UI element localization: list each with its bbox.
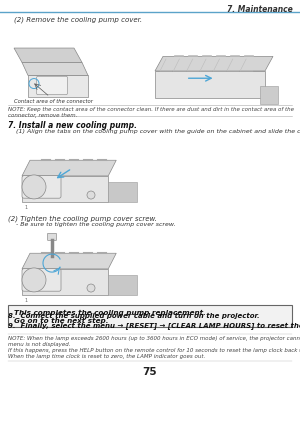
Polygon shape (108, 275, 137, 295)
Text: (1) Align the tabs on the cooling pump cover with the guide on the cabinet and s: (1) Align the tabs on the cooling pump c… (16, 129, 300, 134)
Polygon shape (155, 71, 265, 98)
Text: If this happens, press the HELP button on the remote control for 10 seconds to r: If this happens, press the HELP button o… (8, 348, 300, 353)
Text: menu is not displayed.: menu is not displayed. (8, 342, 70, 347)
Text: 7. Install a new cooling pump.: 7. Install a new cooling pump. (8, 121, 137, 130)
Polygon shape (22, 160, 116, 176)
Polygon shape (22, 269, 108, 295)
Polygon shape (22, 63, 88, 75)
FancyBboxPatch shape (22, 176, 61, 198)
FancyBboxPatch shape (37, 76, 68, 95)
Text: 8.  Connect the supplied power cable and turn on the projector.: 8. Connect the supplied power cable and … (8, 313, 260, 319)
FancyBboxPatch shape (47, 233, 56, 240)
Circle shape (87, 191, 95, 199)
FancyBboxPatch shape (260, 86, 278, 104)
Text: (2) Tighten the cooling pump cover screw.: (2) Tighten the cooling pump cover screw… (8, 215, 157, 222)
Text: (2) Remove the cooling pump cover.: (2) Remove the cooling pump cover. (14, 16, 142, 22)
Polygon shape (22, 253, 116, 269)
Circle shape (22, 268, 46, 292)
Text: Contact area of the connector: Contact area of the connector (14, 99, 93, 104)
Circle shape (87, 284, 95, 292)
Polygon shape (155, 56, 273, 71)
Text: NOTE: When the lamp exceeds 2600 hours (up to 3600 hours in ECO mode) of service: NOTE: When the lamp exceeds 2600 hours (… (8, 336, 300, 341)
Text: 7. Maintenance: 7. Maintenance (227, 5, 293, 14)
Text: 1: 1 (24, 205, 27, 210)
Text: 1: 1 (24, 298, 27, 303)
Text: 75: 75 (143, 367, 157, 377)
Text: This completes the cooling pump replacement.: This completes the cooling pump replacem… (14, 310, 206, 316)
Text: NOTE: Keep the contact area of the connector clean. If there are dust and dirt i: NOTE: Keep the contact area of the conne… (8, 107, 294, 118)
Text: - Be sure to tighten the cooling pump cover screw.: - Be sure to tighten the cooling pump co… (16, 222, 175, 227)
Polygon shape (22, 176, 108, 202)
Text: When the lamp time clock is reset to zero, the LAMP indicator goes out.: When the lamp time clock is reset to zer… (8, 354, 205, 359)
Text: Go on to the next step.: Go on to the next step. (14, 318, 109, 324)
Polygon shape (108, 182, 137, 202)
FancyBboxPatch shape (8, 305, 292, 327)
Polygon shape (14, 48, 82, 63)
Circle shape (22, 175, 46, 199)
FancyBboxPatch shape (22, 269, 61, 291)
Text: 9.  Finally, select the menu → [RESET] → [CLEAR LAMP HOURS] to reset the lamp us: 9. Finally, select the menu → [RESET] → … (8, 323, 300, 330)
Polygon shape (28, 75, 88, 97)
